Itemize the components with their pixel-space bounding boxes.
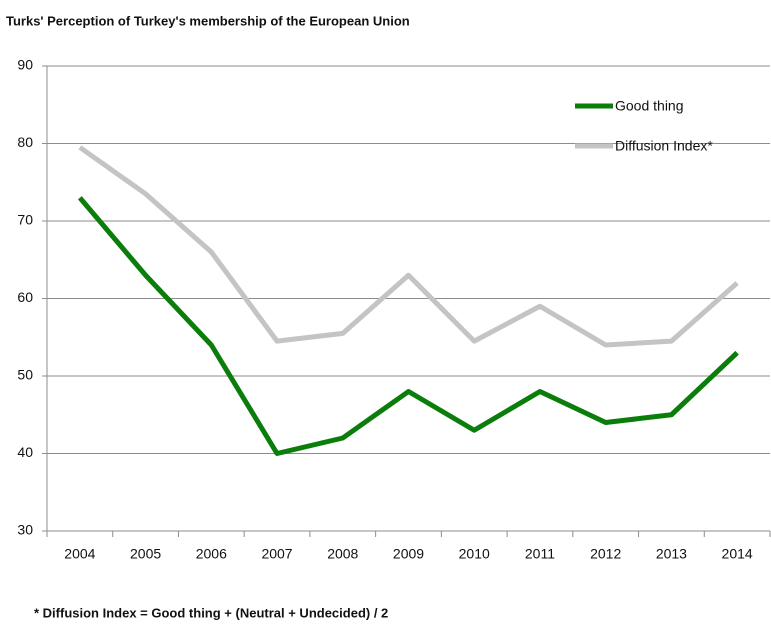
x-tick-label: 2005	[130, 546, 161, 562]
x-tick-label: 2014	[722, 546, 753, 562]
y-tick-label: 70	[17, 212, 33, 228]
x-tick-label: 2012	[590, 546, 621, 562]
x-tick-label: 2004	[64, 546, 95, 562]
x-tick-label: 2011	[525, 546, 555, 562]
series-line	[78, 145, 739, 348]
x-tick-label: 2007	[261, 546, 292, 562]
y-tick-label: 60	[17, 289, 33, 305]
x-tick-label: 2006	[196, 546, 227, 562]
y-tick-label: 30	[17, 522, 33, 538]
y-tick-label: 40	[17, 444, 33, 460]
chart-title: Turks' Perception of Turkey's membership…	[6, 13, 410, 28]
x-tick-label: 2008	[327, 546, 358, 562]
x-tick-label: 2013	[656, 546, 687, 562]
y-tick-label: 90	[17, 57, 33, 73]
y-tick-label: 80	[17, 134, 33, 150]
series-line	[77, 196, 739, 456]
x-tick-label: 2010	[459, 546, 490, 562]
legend-label: Diffusion Index*	[615, 138, 713, 154]
y-tick-label: 50	[17, 367, 33, 383]
legend-label: Good thing	[615, 98, 684, 114]
footnote: * Diffusion Index = Good thing + (Neutra…	[34, 605, 388, 620]
x-tick-label: 2009	[393, 546, 424, 562]
